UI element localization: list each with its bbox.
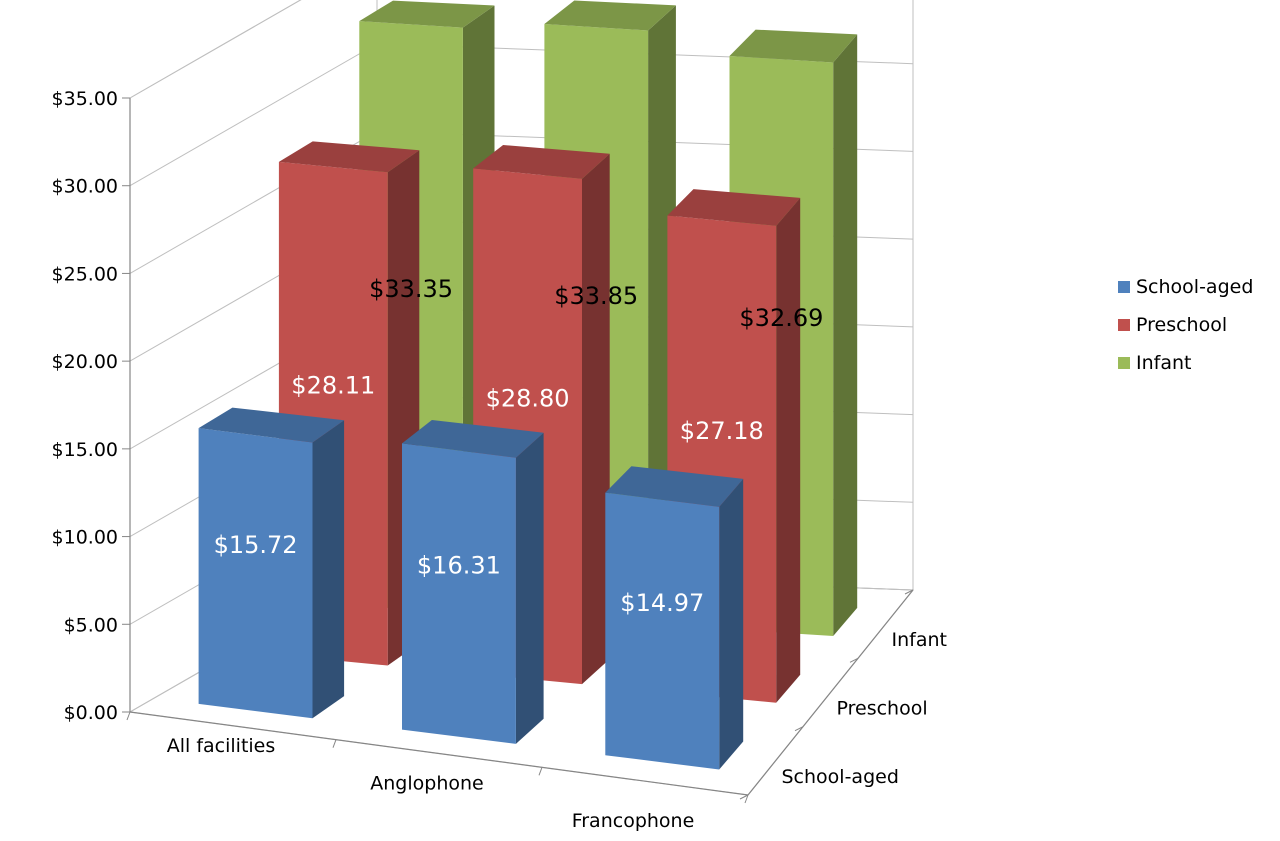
bar-side [719, 478, 744, 770]
bar [198, 407, 345, 719]
x-axis-line [129, 711, 749, 796]
y-tick-label: $25.00 [52, 263, 118, 285]
y-tick-label: $35.00 [52, 88, 118, 110]
bar-side [776, 197, 801, 703]
y-tick-label: $15.00 [52, 439, 118, 461]
bar-top [359, 0, 495, 28]
bar-data-label: $28.80 [486, 384, 570, 412]
bar-data-label: $33.35 [369, 275, 453, 303]
bar-side [515, 432, 544, 744]
chart-bars [198, 0, 858, 770]
gridline [129, 0, 302, 99]
legend-swatch [1118, 319, 1130, 331]
chart-labels: $33.35 $33.85 $32.69 $28.11 $28.80 $27.18 $15.… [214, 275, 824, 617]
bar-top [605, 466, 744, 507]
depth-tick-mark [849, 657, 859, 663]
x-category-label: Anglophone [370, 773, 483, 795]
bar-top [198, 407, 345, 443]
y-tick-label: $30.00 [52, 176, 118, 198]
bar-top [544, 0, 676, 31]
bar-front [605, 492, 720, 770]
legend-item: Preschool [1118, 314, 1227, 336]
x-category-label: All facilities [167, 735, 276, 757]
bar-front [198, 428, 313, 719]
bar-data-label: $28.11 [291, 372, 375, 400]
bar-top [473, 145, 610, 179]
bar-data-label: $14.97 [620, 589, 704, 617]
depth-label: School-aged [782, 766, 899, 788]
bar-data-label: $16.31 [417, 552, 501, 580]
legend-label: School-aged [1136, 276, 1253, 298]
bar-top [278, 141, 420, 173]
legend-swatch [1118, 357, 1130, 369]
x-tick-mark [332, 739, 337, 748]
bar-front [402, 443, 516, 744]
chart-legend: School-aged Preschool Infant [1118, 276, 1253, 374]
legend-label: Infant [1136, 352, 1191, 374]
x-tick-mark [538, 767, 543, 776]
depth-tick-mark [739, 794, 749, 800]
bar-top [729, 29, 858, 63]
bar-data-label: $33.85 [554, 282, 638, 310]
bar-top [402, 420, 544, 458]
bar-side [312, 420, 345, 719]
x-tick-mark [126, 711, 131, 721]
y-tick-label: $0.00 [64, 702, 118, 724]
bar-data-label: $32.69 [739, 304, 823, 332]
depth-label: Preschool [837, 698, 928, 720]
bar-side [833, 34, 858, 636]
bar-data-label: $27.18 [680, 417, 764, 445]
y-tick-label: $20.00 [52, 351, 118, 373]
x-tick-mark [744, 794, 749, 804]
depth-label: Infant [892, 629, 947, 651]
bar-data-label: $15.72 [214, 531, 298, 559]
bar-side [582, 153, 610, 685]
bar-top [667, 189, 801, 226]
legend-label: Preschool [1136, 314, 1227, 336]
legend-item: Infant [1118, 352, 1191, 374]
bar [605, 466, 744, 770]
depth-tick-mark [794, 726, 804, 732]
y-tick-label: $5.00 [64, 614, 118, 636]
depth-tick-mark [904, 589, 914, 595]
legend-item: School-aged [1118, 276, 1253, 298]
x-category-label: Francophone [572, 810, 695, 832]
bar [402, 420, 544, 744]
legend-swatch [1118, 281, 1130, 293]
y-tick-label: $10.00 [52, 527, 118, 549]
depth-axis-line [747, 589, 914, 796]
